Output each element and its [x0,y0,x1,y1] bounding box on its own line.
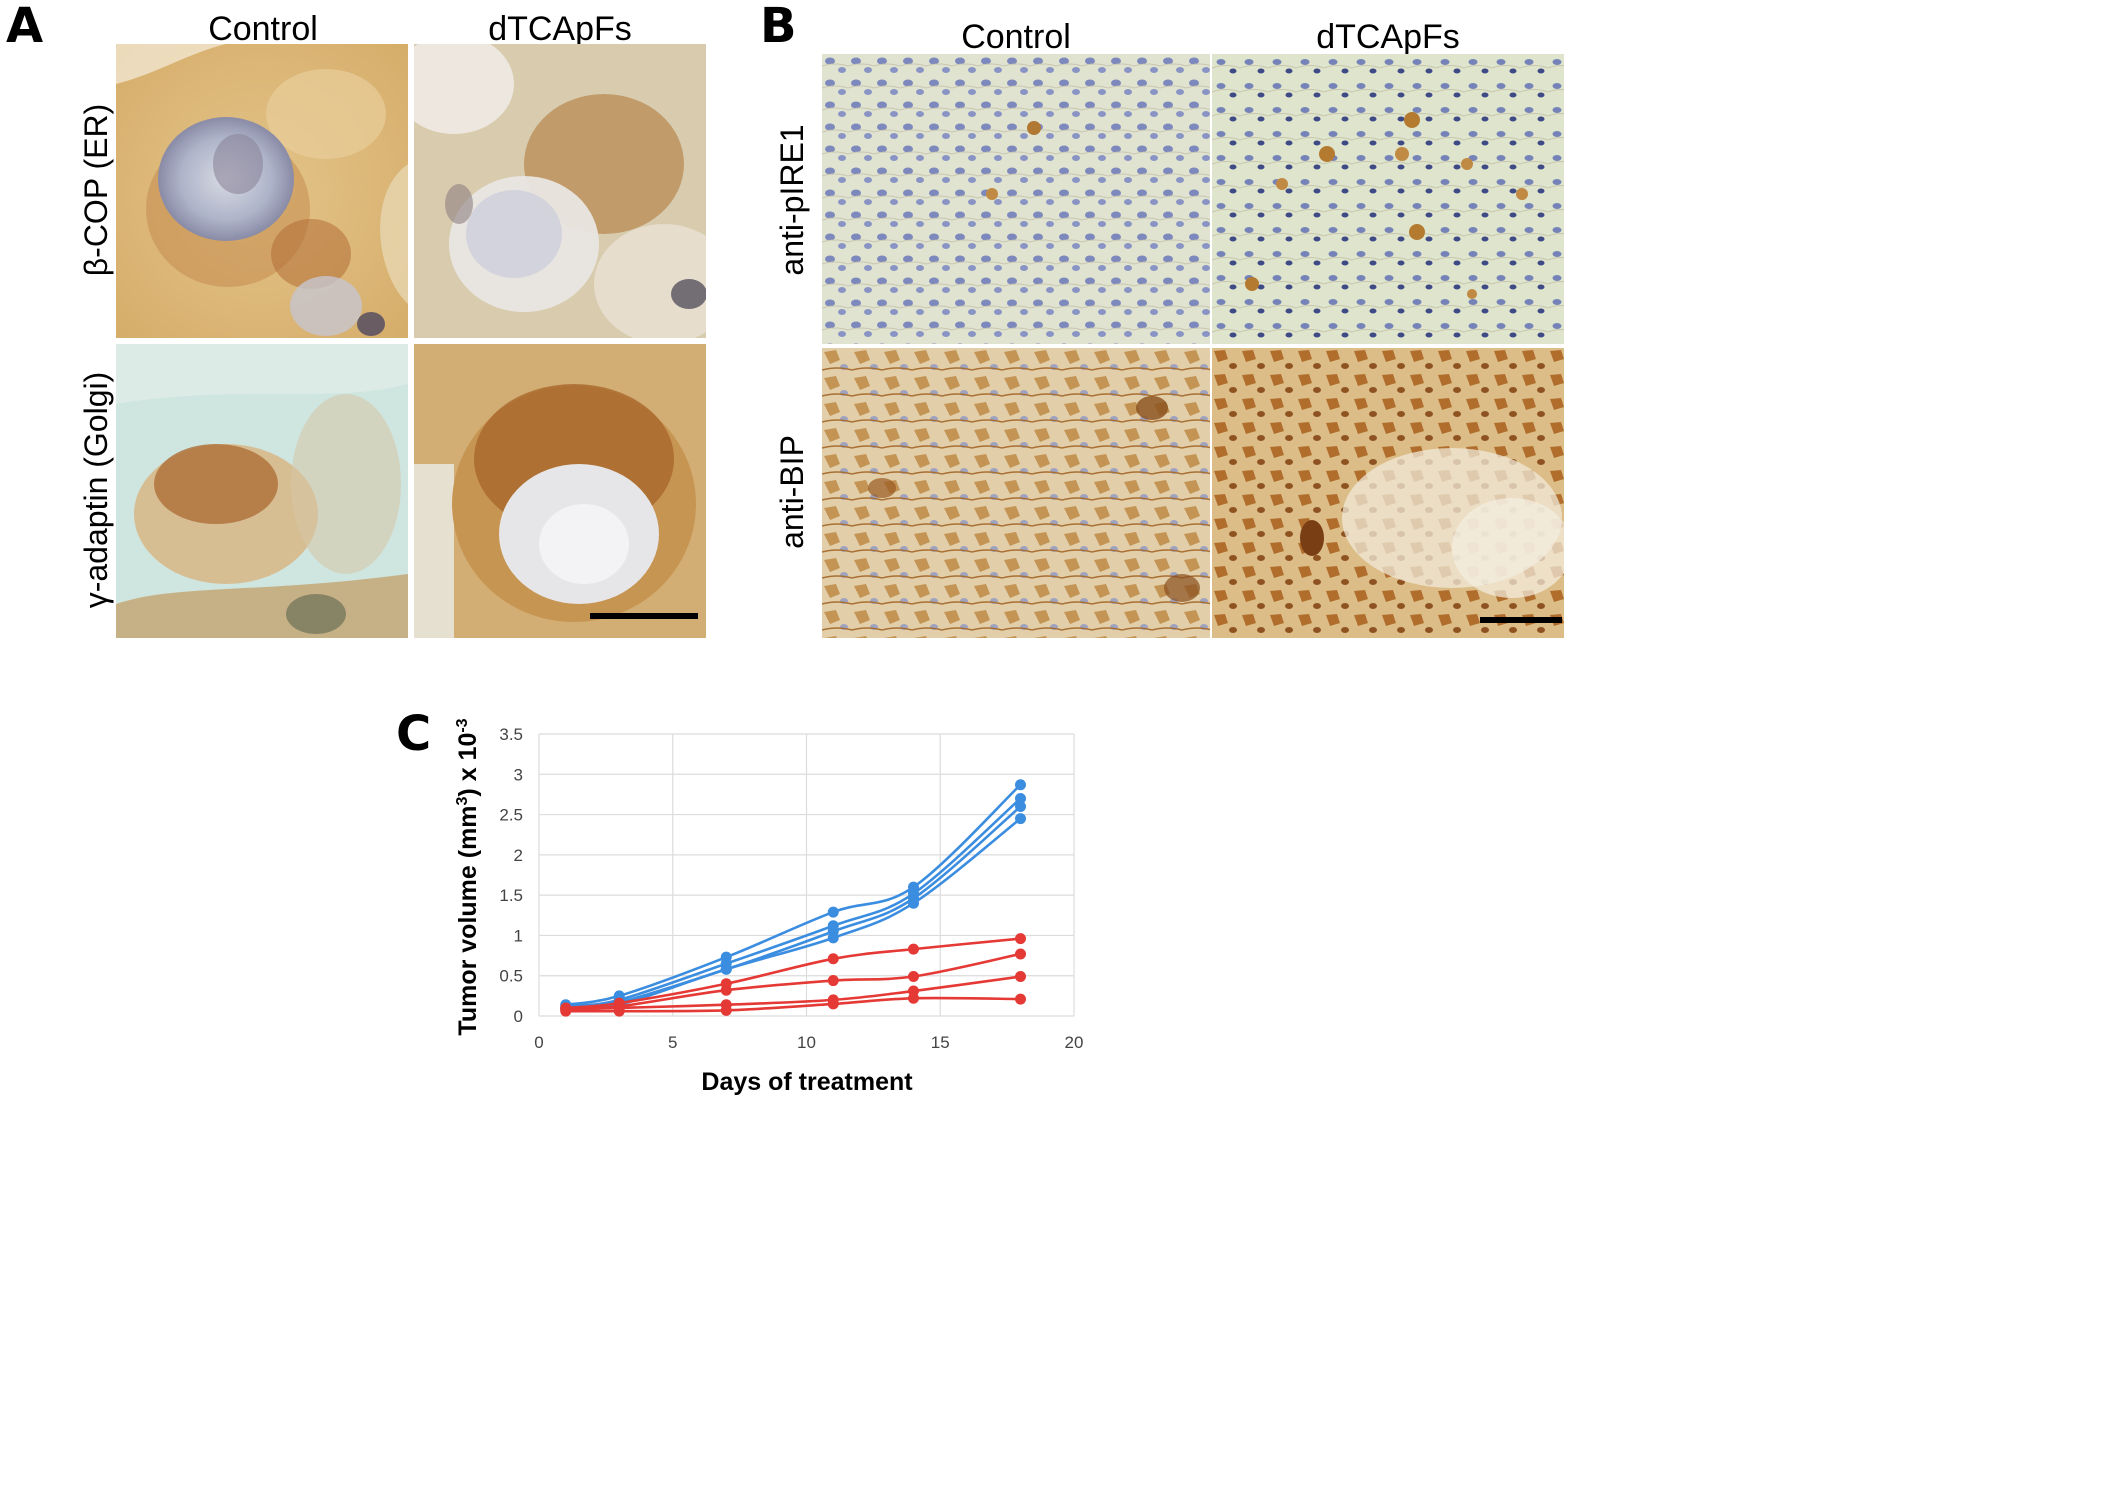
data-point-blue [1015,792,1026,804]
data-point-red [827,953,839,965]
data-point-blue [1015,813,1026,825]
data-point-red [560,1002,572,1014]
series-line-blue [565,817,1022,1011]
series-line-blue [565,805,1022,1010]
data-point-red [1015,971,1026,983]
data-point-blue [613,990,625,1002]
y-tick-label: 1 [514,926,523,945]
data-point-blue [560,1000,572,1012]
panel-c-letter: C [396,706,432,762]
data-point-red [560,1003,572,1015]
micrograph-a-control-gamma-adaptin [116,344,408,638]
series-line-red [565,975,1021,1011]
micrograph-b-dtcapfs-bip [1212,348,1564,638]
panel-a-row-gamma-adaptin: γ-adaptin (Golgi) [78,371,114,609]
data-point-blue [560,999,572,1011]
x-tick-label: 15 [931,1033,950,1052]
data-point-blue [1015,779,1026,791]
y-tick-label: 2.5 [499,806,523,825]
micrograph-a-dtcapfs-beta-cop [414,44,706,338]
data-point-blue [1015,801,1026,813]
data-point-blue [908,897,919,909]
y-tick-label: 2 [514,846,523,865]
data-point-blue [613,994,625,1006]
data-point-red [720,1004,732,1016]
data-point-red [613,1000,625,1012]
data-point-blue [560,1004,572,1016]
data-point-blue [827,932,839,944]
data-point-blue [560,1002,572,1014]
data-point-red [1015,993,1026,1005]
data-point-red [908,992,919,1004]
data-point-red [613,1005,625,1017]
panel-b-letter: B [760,0,797,54]
data-point-red [908,985,919,997]
x-tick-label: 5 [668,1033,677,1052]
data-point-blue [908,888,919,900]
series-line-red [565,952,1021,1011]
data-point-red [908,971,919,983]
panel-b-row-anti-bip: anti-BIP [774,435,810,549]
series-line-red [565,996,1021,1013]
data-point-blue [827,906,839,918]
data-point-red [827,994,839,1006]
data-point-red [827,975,839,987]
series-line-red [565,937,1021,1010]
data-point-red [613,1002,625,1014]
data-point-red [1015,933,1026,945]
data-point-blue [908,892,919,904]
panel-b-column-dtcapfs: dTCApFs [1316,18,1460,56]
data-point-red [720,984,732,996]
scale-bar-b [1480,617,1562,623]
panel-b-row-anti-pire1: anti-pIRE1 [774,124,810,276]
series-line-blue [565,797,1022,1008]
data-point-blue [613,996,625,1008]
micrograph-a-control-beta-cop [116,44,408,338]
x-tick-label: 20 [1065,1033,1084,1052]
x-tick-label: 0 [534,1033,543,1052]
y-tick-label: 1.5 [499,886,523,905]
data-point-blue [908,881,919,893]
data-point-red [560,1004,572,1016]
data-point-blue [720,963,732,975]
scale-bar-a [590,613,698,619]
data-point-red [1015,948,1026,960]
data-point-red [720,978,732,990]
panel-a-column-dtcapfs: dTCApFs [488,10,632,48]
y-tick-label: 0 [514,1007,523,1026]
panel-a-column-control: Control [208,10,318,48]
y-tick-label: 3 [514,765,523,784]
series-line-blue [565,783,1022,1007]
data-point-blue [827,920,839,932]
data-point-blue [720,951,732,963]
data-point-blue [720,958,732,970]
panel-a-row-beta-cop: β-COP (ER) [78,103,114,277]
micrograph-a-dtcapfs-gamma-adaptin [414,344,706,638]
data-point-blue [613,999,625,1011]
x-axis-label: Days of treatment [701,1068,913,1096]
x-tick-label: 10 [797,1033,816,1052]
micrograph-b-dtcapfs-pire1 [1212,54,1564,344]
micrograph-b-control-pire1 [822,54,1210,344]
data-point-red [613,997,625,1009]
micrograph-b-control-bip [822,348,1210,638]
data-point-blue [827,925,839,937]
data-point-red [560,1005,572,1017]
y-axis-label: Tumor volume (mm3) x 10-3 [454,718,482,1035]
data-point-red [827,998,839,1010]
data-point-blue [720,963,732,975]
panel-b-column-control: Control [961,18,1071,56]
y-tick-label: 3.5 [499,725,523,744]
y-tick-label: 0.5 [499,967,523,986]
panel-a-letter: A [6,0,44,54]
data-point-red [908,943,919,955]
data-point-red [720,999,732,1011]
